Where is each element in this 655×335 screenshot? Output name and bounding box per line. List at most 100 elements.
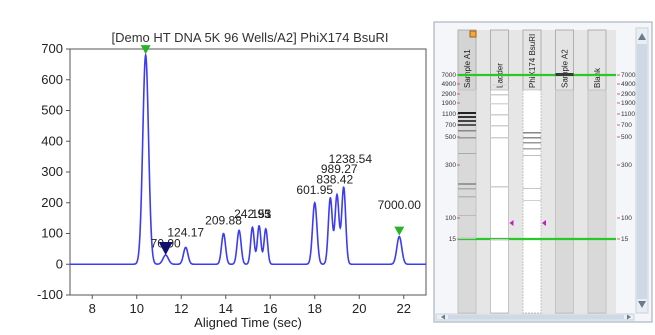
gel-band <box>458 116 476 118</box>
ladder-labels-right: 7000 4900 2900 1900 1100 700 500 300 100 15 <box>617 72 636 243</box>
gel-band <box>523 142 541 144</box>
ladder-size-label: 7000 <box>442 72 457 79</box>
ladder-size-label: 300 <box>445 162 456 169</box>
peak-annotations: 70.90124.17209.88242.951513601.95838.429… <box>151 152 422 251</box>
horizontal-scroll-thumb[interactable] <box>448 315 624 319</box>
scroll-left-arrow-icon[interactable] <box>441 314 445 320</box>
lane-selected-icon[interactable] <box>469 30 477 38</box>
gel-lane[interactable]: Blank <box>587 29 607 314</box>
peak-label: 7000.00 <box>378 198 422 212</box>
gel-band <box>490 84 509 86</box>
x-tick-label: 14 <box>219 301 233 316</box>
y-tick-label: 200 <box>41 195 63 210</box>
y-tick-label: 500 <box>41 103 63 118</box>
gel-band <box>490 94 509 96</box>
lane-body[interactable] <box>555 89 574 314</box>
gel-band <box>523 137 541 139</box>
lane-label: PhiX174 BsuRI <box>528 34 537 88</box>
lane-body[interactable] <box>490 89 509 314</box>
x-tick-label: 8 <box>89 301 96 316</box>
ladder-size-label: 1100 <box>621 111 635 118</box>
gel-band <box>458 130 476 132</box>
gel-band <box>490 103 509 105</box>
ladder-size-label: 500 <box>621 134 632 141</box>
y-tick-label: 100 <box>41 226 63 241</box>
gel-band <box>458 120 476 122</box>
gel-band <box>458 112 476 114</box>
peak-label: 3 <box>265 207 272 221</box>
scroll-up-arrow-icon[interactable] <box>638 33 646 40</box>
ladder-size-label: 700 <box>445 122 456 129</box>
peak-label: 601.95 <box>296 183 333 197</box>
ladder-size-label: 15 <box>449 236 457 243</box>
ladder-labels-left: 7000 4900 2900 1900 1100 700 500 300 100 15 <box>442 72 460 243</box>
gel-band <box>523 132 541 134</box>
gel-band <box>490 125 509 127</box>
marker-triangle <box>140 45 151 55</box>
lane-body[interactable] <box>522 89 542 314</box>
gel-band <box>458 196 476 198</box>
ladder-size-label: 1900 <box>442 100 457 107</box>
peak-label: 151 <box>251 207 271 221</box>
gel-band <box>555 73 574 76</box>
ladder-size-label: 300 <box>621 162 632 169</box>
lane-body[interactable] <box>457 89 477 314</box>
vertical-scroll-thumb[interactable] <box>637 44 647 299</box>
peak-label: 838.42 <box>316 173 353 187</box>
gel-band <box>490 186 509 188</box>
x-tick-label: 22 <box>397 301 411 316</box>
gel-band <box>490 239 509 241</box>
scroll-right-arrow-icon[interactable] <box>627 314 631 320</box>
x-tick-label: 18 <box>308 301 322 316</box>
x-tick-label: 12 <box>174 301 188 316</box>
ladder-size-label: 100 <box>621 215 632 222</box>
ladder-size-label: 15 <box>621 236 629 243</box>
series-line <box>70 52 426 266</box>
scroll-down-arrow-icon[interactable] <box>638 301 646 308</box>
gel-band <box>458 238 476 239</box>
gel-lane[interactable]: Sample A1 <box>457 29 477 314</box>
gel-lane[interactable]: Sample A2 <box>555 29 574 314</box>
ladder-size-label: 4900 <box>442 81 457 88</box>
ladder-size-label: 2900 <box>621 91 636 98</box>
gel-bands <box>458 73 616 241</box>
ladder-size-label: 100 <box>445 215 456 222</box>
lane-label: Blank <box>593 67 602 88</box>
gel-band <box>523 148 541 150</box>
y-axis: -100 0 100 200 300 400 500 600 700 <box>37 41 70 302</box>
gel-lane[interactable]: Ladder <box>490 29 509 314</box>
gel-arrow-icon <box>509 220 514 226</box>
x-axis-label: Aligned Time (sec) <box>194 315 302 330</box>
x-tick-label: 16 <box>263 301 277 316</box>
gel-band <box>458 153 476 154</box>
y-tick-label: -100 <box>37 287 63 302</box>
peak-label: 124.17 <box>167 226 204 240</box>
gel-band <box>490 114 509 116</box>
ladder-size-label: 500 <box>445 134 456 141</box>
ladder-size-label: 7000 <box>621 72 636 79</box>
marker-triangle <box>394 226 405 236</box>
gel-band <box>458 183 476 185</box>
gel-band <box>458 188 476 190</box>
gel-view[interactable]: Sample A1 Ladder PhiX174 BsuRI Sample A2 Bla… <box>433 21 653 323</box>
gel-band <box>458 137 476 139</box>
peak-label: 242.95 <box>234 207 271 221</box>
gel-band <box>523 200 541 201</box>
x-tick-label: 10 <box>130 301 144 316</box>
lane-label: Sample A1 <box>463 49 472 88</box>
gel-band <box>523 155 541 156</box>
lane-body[interactable] <box>587 89 607 314</box>
gel-lane[interactable]: PhiX174 BsuRI <box>522 29 542 314</box>
y-tick-label: 0 <box>56 256 63 271</box>
x-axis: 8 10 12 14 16 18 20 22 <box>89 295 411 316</box>
gel-band <box>490 137 509 139</box>
chart-title: [Demo HT DNA 5K 96 Wells/A2] PhiX174 Bsu… <box>112 30 389 45</box>
peak-label: 1238.54 <box>329 152 373 166</box>
gel-band <box>458 215 476 216</box>
y-tick-label: 300 <box>41 164 63 179</box>
y-tick-label: 400 <box>41 133 63 148</box>
ladder-size-label: 700 <box>621 122 632 129</box>
x-tick-label: 20 <box>352 301 366 316</box>
y-tick-label: 700 <box>41 41 63 56</box>
